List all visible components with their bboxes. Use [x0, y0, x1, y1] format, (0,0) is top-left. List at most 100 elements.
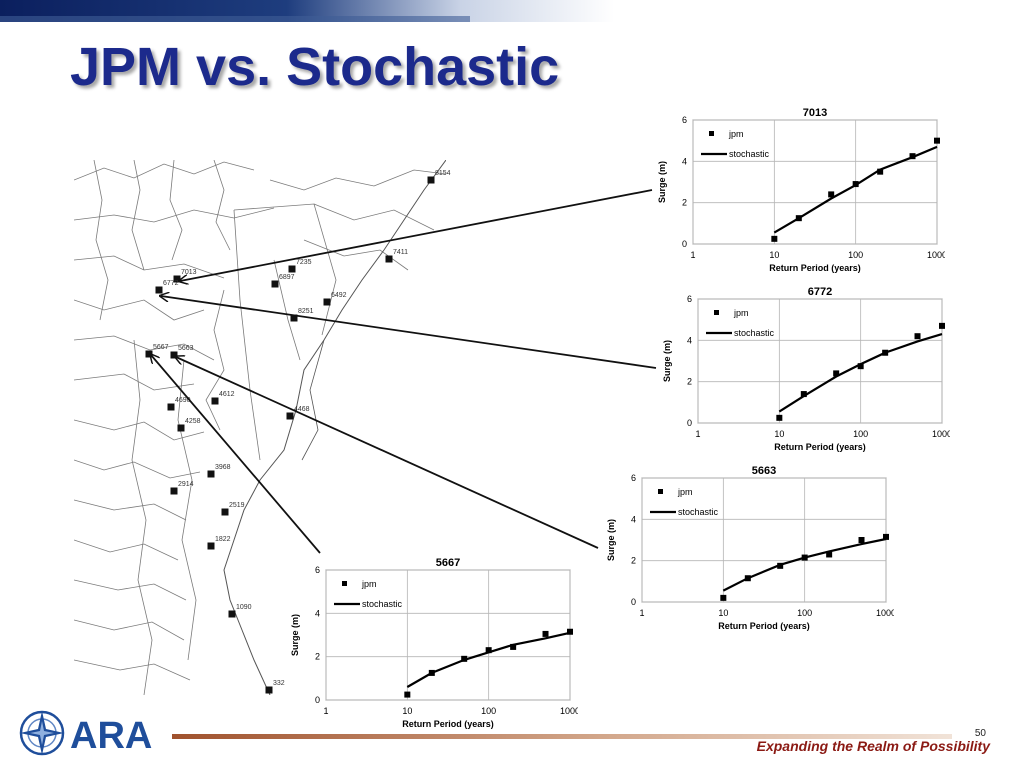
station-label: 4612 [219, 391, 235, 398]
top-banner [0, 0, 1024, 22]
station-marker [228, 610, 236, 618]
data-point-jpm [720, 594, 727, 601]
legend-label: stochastic [734, 328, 775, 338]
legend-label: stochastic [729, 149, 770, 159]
legend-label: jpm [361, 579, 377, 589]
station-label: 4258 [185, 418, 201, 425]
station-marker [288, 265, 296, 273]
station-label: 7013 [181, 269, 197, 276]
station-marker [167, 403, 175, 411]
x-tick-label: 1000 [932, 429, 950, 439]
y-tick-label: 2 [687, 377, 692, 387]
chart-6772: 6772 0 2 4 6 1 10 100 1000 Return Period (years) S… [660, 283, 952, 459]
chart-title: 7013 [803, 107, 827, 119]
station-label: 2519 [229, 502, 245, 509]
connector-arrow [151, 355, 321, 554]
x-tick-label: 1 [695, 429, 700, 439]
legend-marker-swatch [342, 581, 347, 586]
station-marker [265, 686, 273, 694]
x-tick-label: 100 [481, 706, 496, 716]
footer [0, 700, 1024, 768]
data-point-jpm [542, 630, 549, 637]
chart-title: 6772 [808, 286, 832, 298]
station-marker [155, 286, 163, 294]
chart-svg: 7013 0 2 4 6 1 10 100 1000 Return Period (years) S… [657, 107, 947, 273]
slide-title: JPM vs. Stochastic [70, 37, 560, 97]
x-tick-label: 1000 [876, 608, 894, 618]
legend-label: stochastic [678, 507, 719, 517]
legend-marker-swatch [714, 310, 719, 315]
data-point-jpm [800, 391, 807, 398]
y-tick-label: 0 [682, 239, 687, 249]
station-label: 5663 [178, 345, 194, 352]
x-tick-label: 100 [848, 250, 863, 260]
station-marker [173, 275, 181, 283]
compass-star-icon: ARA [19, 710, 152, 757]
x-tick-label: 100 [853, 429, 868, 439]
station-label: 6492 [331, 292, 347, 299]
data-point-jpm [776, 414, 783, 421]
legend-label: jpm [677, 487, 693, 497]
y-axis-label: Surge (m) [290, 614, 300, 656]
data-point-jpm [485, 647, 492, 654]
data-point-jpm [510, 643, 517, 650]
station-label: 8251 [298, 308, 314, 315]
x-tick-label: 10 [769, 250, 779, 260]
data-point-jpm [914, 333, 921, 340]
plot-frame [692, 119, 938, 245]
plot-frame [325, 569, 571, 701]
x-axis-label: Return Period (years) [718, 621, 810, 631]
series-line-stochastic [773, 145, 938, 234]
x-axis-label: Return Period (years) [774, 442, 866, 452]
series-line-stochastic [406, 631, 571, 688]
y-tick-label: 0 [315, 695, 320, 705]
chart-7013: 7013 0 2 4 6 1 10 100 1000 Return Period (years) S… [655, 104, 947, 280]
chart-title: 5667 [436, 557, 460, 569]
station-label: 8154 [435, 170, 451, 177]
plot-frame [641, 477, 887, 603]
data-point-jpm [858, 537, 865, 543]
y-tick-label: 6 [631, 473, 636, 483]
legend-label: stochastic [362, 599, 403, 609]
connector-arrow [161, 296, 657, 369]
x-axis-label: Return Period (years) [769, 263, 861, 273]
coastal-map [73, 159, 447, 696]
top-banner-graphic [0, 0, 1024, 22]
y-tick-label: 4 [631, 514, 636, 524]
station-label: 3968 [215, 464, 231, 471]
y-tick-label: 6 [687, 294, 692, 304]
station-label: 7411 [393, 249, 408, 256]
station-marker [177, 424, 185, 432]
station-label: 7235 [296, 259, 312, 266]
y-axis-label: Surge (m) [657, 161, 667, 203]
x-tick-label: 1000 [560, 706, 578, 716]
chart-svg: 5663 0 2 4 6 1 10 100 1000 Return Period (years) S… [606, 465, 896, 631]
station-marker [221, 508, 229, 516]
y-tick-label: 4 [687, 335, 692, 345]
data-point-jpm [939, 322, 945, 329]
ara-logo: ARA [18, 708, 168, 758]
x-tick-label: 10 [718, 608, 728, 618]
station-marker [271, 280, 279, 288]
y-tick-label: 6 [315, 565, 320, 575]
tagline: Expanding the Realm of Possibility [756, 738, 990, 754]
y-tick-label: 2 [631, 556, 636, 566]
station-marker [385, 255, 393, 263]
y-tick-label: 6 [682, 115, 687, 125]
data-point-jpm [877, 168, 884, 175]
footer-rule [172, 734, 952, 739]
data-point-jpm [857, 363, 864, 370]
x-tick-label: 1 [690, 250, 695, 260]
station-marker [170, 487, 178, 495]
map-graphic [73, 159, 447, 696]
data-point-jpm [828, 191, 835, 198]
legend-label: jpm [728, 129, 744, 139]
data-point-jpm [833, 370, 840, 377]
station-marker [286, 412, 294, 420]
legend-marker-swatch [658, 489, 663, 494]
station-marker [290, 314, 298, 322]
y-tick-label: 2 [315, 652, 320, 662]
y-axis-label: Surge (m) [606, 519, 616, 561]
